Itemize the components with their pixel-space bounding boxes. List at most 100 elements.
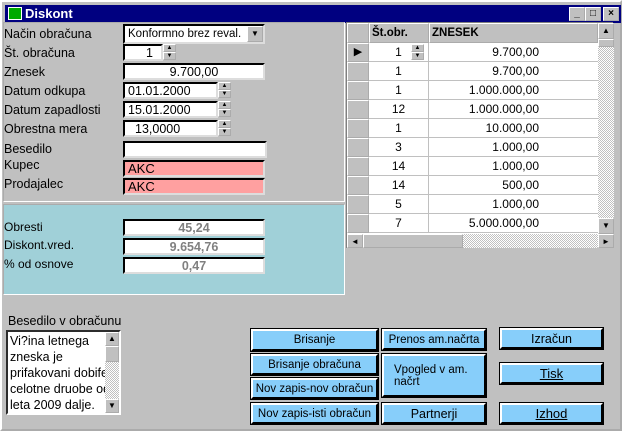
prenos-button[interactable]: Prenos am.načrta — [381, 328, 487, 351]
cell-st[interactable]: 1 — [369, 119, 429, 138]
izracun-button[interactable]: Izračun — [499, 327, 604, 350]
table-row[interactable]: 5 1.000,00 — [347, 195, 598, 214]
st-input[interactable]: 1 — [123, 44, 163, 61]
note-scroll-thumb[interactable] — [105, 346, 119, 362]
maximize-button[interactable]: □ — [585, 7, 601, 21]
st-spinner[interactable]: ▲ ▼ — [163, 44, 176, 61]
zapad-label: Datum zapadlosti — [4, 103, 101, 117]
note-scroll-up[interactable]: ▲ — [105, 332, 119, 346]
prodajalec-label: Prodajalec — [4, 177, 64, 191]
zapad-spinner[interactable]: ▲ ▼ — [218, 101, 231, 118]
cell-st[interactable]: 1 — [369, 81, 429, 100]
mera-input[interactable]: 13,0000 — [123, 120, 218, 137]
note-line: Vi?ina letnega — [10, 334, 90, 348]
besedilo-input[interactable] — [123, 141, 267, 158]
title-bar: Diskont _ □ × — [5, 5, 621, 23]
cell-znesek[interactable]: 1.000.000,00 — [468, 102, 539, 116]
odkup-spinner[interactable]: ▲ ▼ — [218, 82, 231, 99]
minimize-button[interactable]: _ — [569, 7, 585, 21]
note-textarea[interactable]: Vi?ina letnega zneska je prifakovani dob… — [6, 330, 121, 415]
nov-zapis-isti-obracun-button[interactable]: Nov zapis-isti obračun — [250, 402, 379, 425]
cell-st[interactable]: 14 — [369, 176, 429, 195]
note-scrollbar[interactable]: ▲ ▼ — [105, 332, 119, 413]
row-selector[interactable] — [347, 81, 369, 100]
row-selector[interactable] — [347, 214, 369, 233]
table-row[interactable]: 14 500,00 — [347, 176, 598, 195]
row-selector[interactable] — [347, 195, 369, 214]
scroll-down-button[interactable]: ▼ — [598, 218, 614, 234]
cell-st[interactable]: 14 — [369, 157, 429, 176]
znesek-input[interactable]: 9.700,00 — [123, 63, 265, 80]
table-row[interactable]: 1 1.000.000,00 — [347, 81, 598, 100]
mera-spinner[interactable]: ▲ ▼ — [218, 120, 231, 137]
nacin-select[interactable]: Konformno brez reval. ▼ — [123, 24, 265, 44]
row-selector[interactable] — [347, 138, 369, 157]
mera-label: Obrestna mera — [4, 122, 88, 136]
cell-znesek[interactable]: 1.000,00 — [492, 197, 539, 211]
table-row[interactable]: 3 1.000,00 — [347, 138, 598, 157]
table-row[interactable]: 7 5.000.000,00 — [347, 214, 598, 233]
brisanje-obracuna-button[interactable]: Brisanje obračuna — [250, 353, 379, 376]
cell-st[interactable]: 5 — [369, 195, 429, 214]
row-selector[interactable] — [347, 100, 369, 119]
odkup-label: Datum odkupa — [4, 84, 86, 98]
nacin-value: Konformno brez reval. — [128, 28, 242, 40]
pct-value: 0,47 — [123, 257, 265, 274]
obresti-label: Obresti — [4, 220, 43, 234]
vpogled-button[interactable]: Vpogled v am. načrt — [381, 353, 487, 398]
cell-znesek[interactable]: 9.700,00 — [492, 45, 539, 59]
cell-st[interactable]: 1 — [369, 62, 429, 81]
row-selector[interactable] — [347, 119, 369, 138]
horizontal-scroll-thumb[interactable] — [363, 234, 463, 248]
note-line: prifakovani dobifek — [10, 366, 115, 380]
row-selector[interactable] — [347, 157, 369, 176]
chevron-down-icon[interactable]: ▼ — [247, 26, 263, 42]
partnerji-button[interactable]: Partnerji — [381, 402, 487, 425]
izhod-button[interactable]: Izhod — [499, 402, 604, 425]
vertical-scroll-thumb[interactable] — [598, 39, 614, 47]
cell-znesek[interactable]: 500,00 — [502, 178, 539, 192]
kupec-input[interactable]: AKC — [123, 160, 265, 177]
grid-corner — [347, 23, 369, 43]
kupec-label: Kupec — [4, 158, 40, 172]
scroll-right-button[interactable]: ► — [598, 234, 614, 248]
current-row-arrow-icon[interactable]: ▶ — [347, 43, 369, 62]
table-row[interactable]: 14 1.000,00 — [347, 157, 598, 176]
prodajalec-input[interactable]: AKC — [123, 178, 265, 195]
vertical-scrollbar[interactable]: ▲ ▼ — [598, 23, 614, 234]
scroll-up-button[interactable]: ▲ — [598, 23, 614, 39]
st-label: Št. obračuna — [4, 46, 75, 60]
note-scroll-down[interactable]: ▼ — [105, 399, 119, 413]
row-selector[interactable] — [347, 62, 369, 81]
cell-znesek[interactable]: 9.700,00 — [492, 64, 539, 78]
cell-st[interactable]: 7 — [369, 214, 429, 233]
cell-znesek[interactable]: 5.000.000,00 — [468, 216, 539, 230]
nov-zapis-nov-obracun-button[interactable]: Nov zapis-nov obračun — [250, 377, 379, 400]
cell-znesek[interactable]: 10.000,00 — [485, 121, 539, 135]
cell-znesek[interactable]: 1.000,00 — [492, 140, 539, 154]
diskont-label: Diskont.vred. — [4, 238, 75, 252]
tisk-button[interactable]: Tisk — [499, 362, 604, 385]
horizontal-scrollbar[interactable]: ◄ ► — [347, 234, 614, 248]
odkup-input[interactable]: 01.01.2000 — [123, 82, 218, 99]
cell-znesek[interactable]: 1.000,00 — [492, 159, 539, 173]
cell-st[interactable]: 3 — [369, 138, 429, 157]
cell-spinner[interactable]: ▲ ▼ — [411, 44, 424, 61]
close-button[interactable]: × — [603, 7, 619, 21]
note-line: zneska je — [10, 350, 63, 364]
header-st[interactable]: Št.obr. — [369, 23, 429, 43]
scroll-left-button[interactable]: ◄ — [347, 234, 363, 248]
note-line: leta 2009 dalje. — [10, 398, 95, 412]
brisanje-button[interactable]: Brisanje — [250, 328, 379, 352]
row-selector[interactable] — [347, 176, 369, 195]
cell-znesek[interactable]: 1.000.000,00 — [468, 83, 539, 97]
zapad-input[interactable]: 15.01.2000 — [123, 101, 218, 118]
table-row[interactable]: 1 9.700,00 — [347, 62, 598, 81]
table-row[interactable]: ▶ 1 9.700,00 ▲ ▼ — [347, 43, 598, 62]
header-znesek[interactable]: ZNESEK — [429, 23, 598, 43]
cell-st[interactable]: 12 — [369, 100, 429, 119]
cell-st[interactable]: 1 — [369, 43, 429, 62]
table-row[interactable]: 12 1.000.000,00 — [347, 100, 598, 119]
table-row[interactable]: 1 10.000,00 — [347, 119, 598, 138]
records-grid: Št.obr. ZNESEK ▶ 1 9.700,00 ▲ ▼ 1 9.700,00… — [346, 22, 614, 248]
